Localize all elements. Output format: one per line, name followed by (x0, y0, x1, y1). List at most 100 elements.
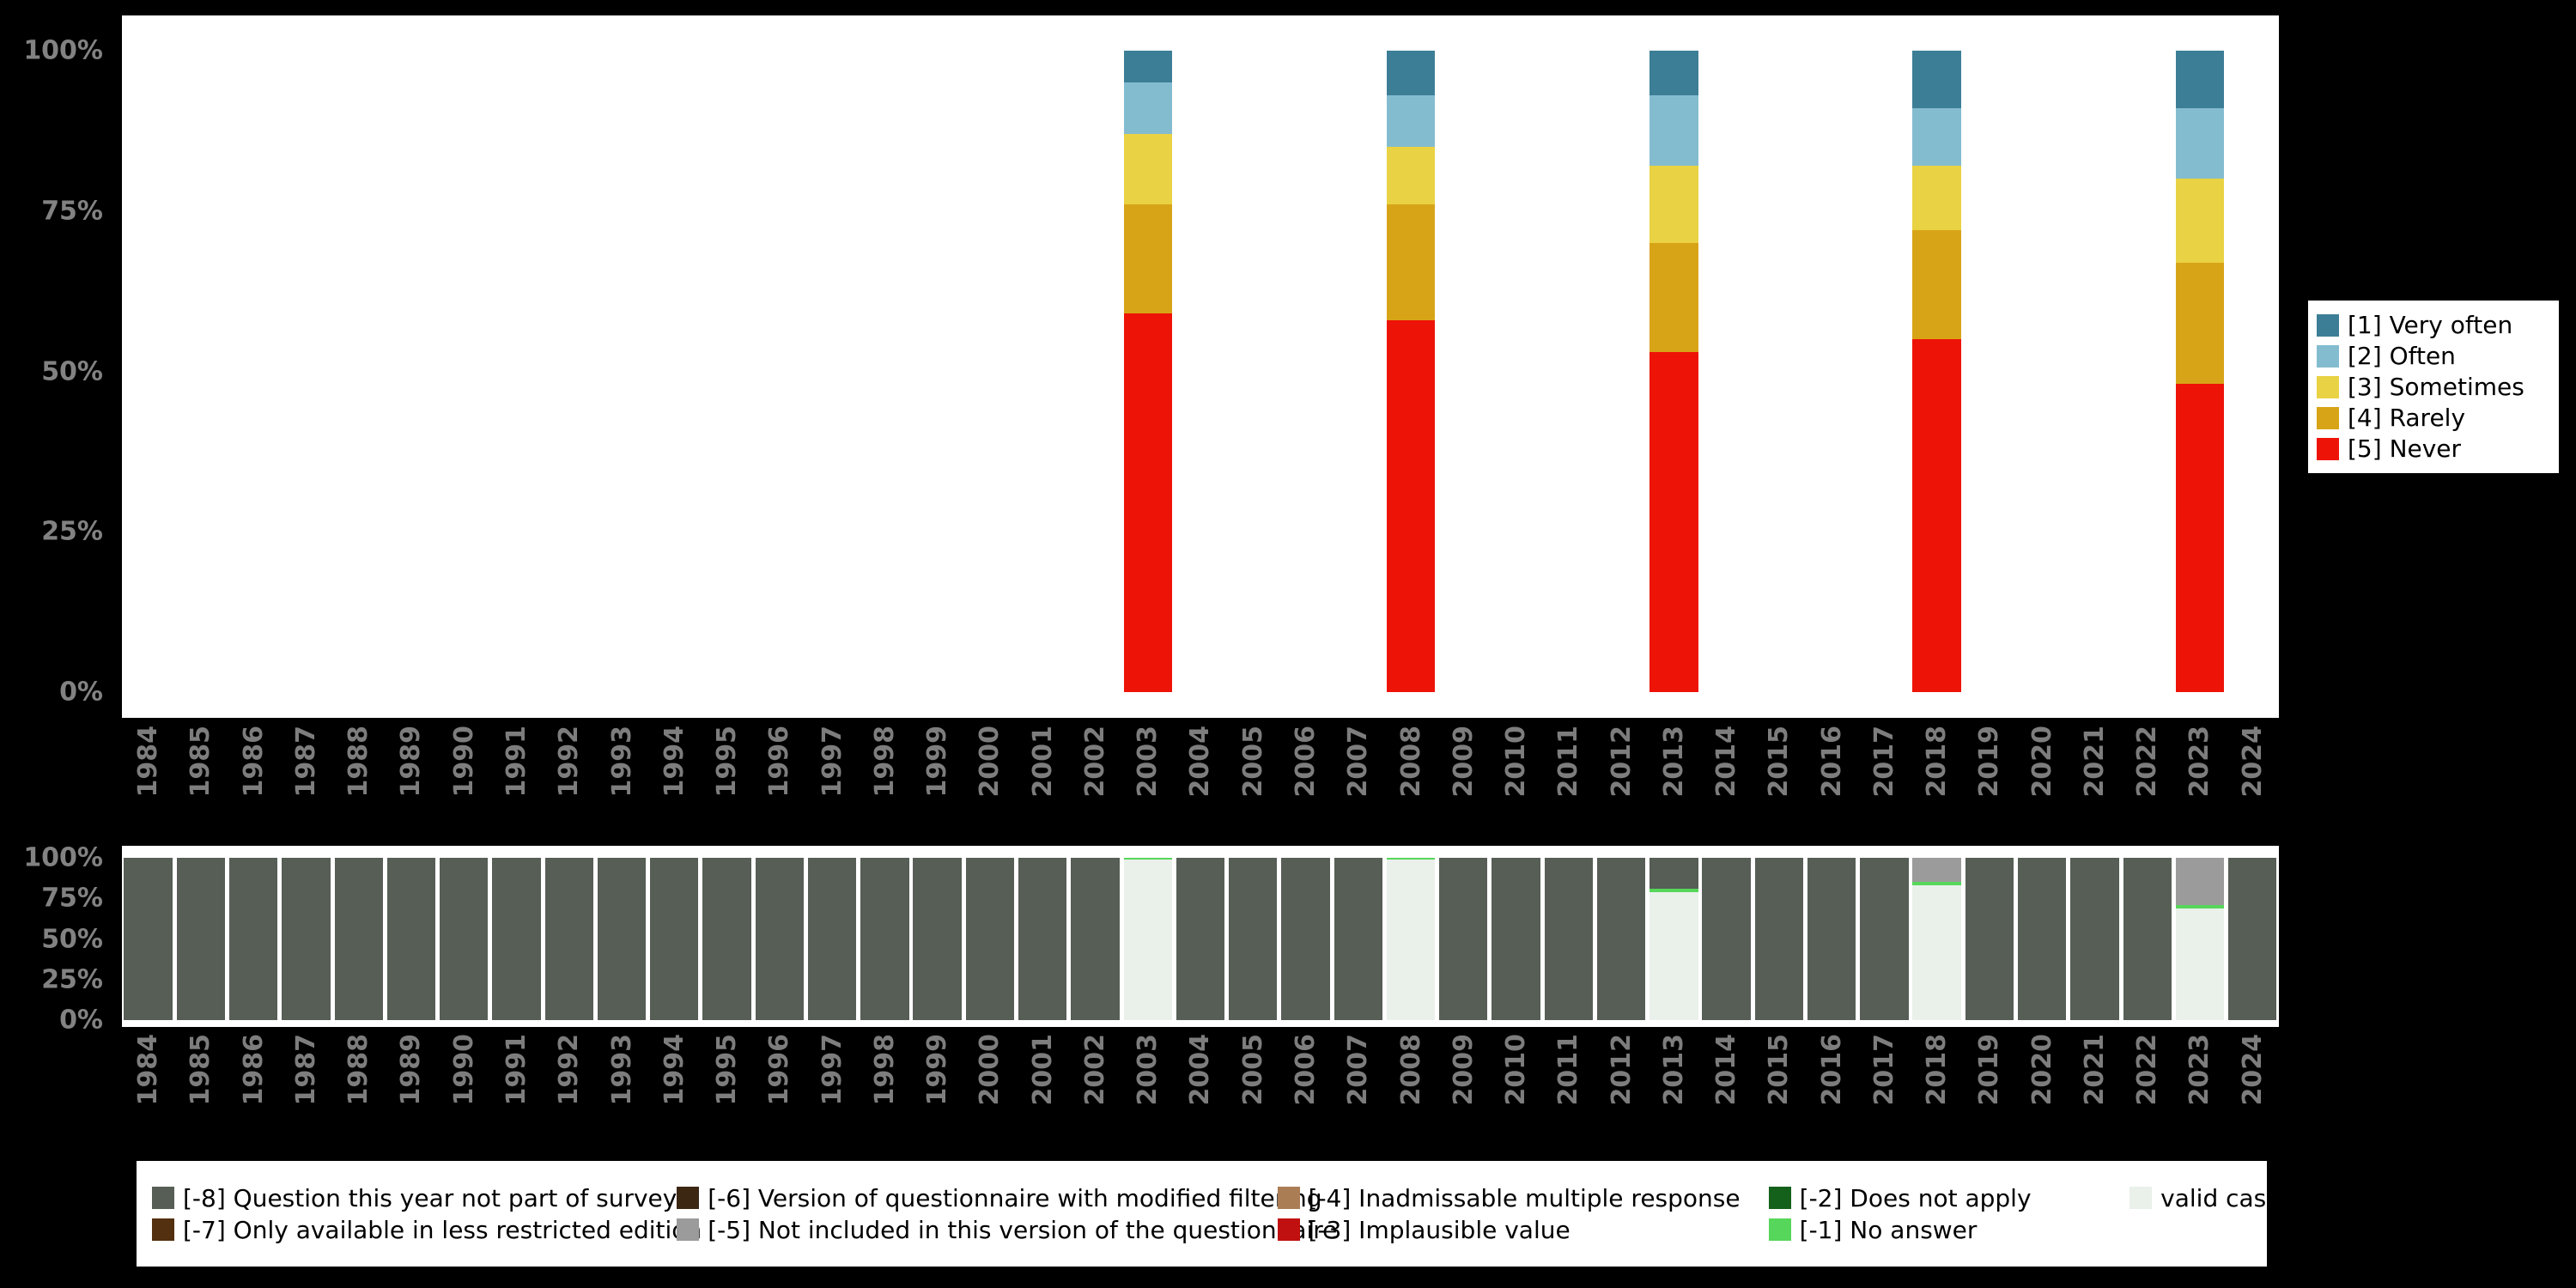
y-tick-label: 100% (23, 842, 103, 873)
stacked-bar-2023 (2175, 51, 2225, 692)
bar-segment (1912, 882, 1961, 886)
y-tick-label: 75% (41, 883, 103, 914)
missing-bar-2016 (1807, 858, 1856, 1020)
bar-slot (2016, 858, 2069, 1020)
missing-bar-1998 (860, 858, 909, 1020)
missing-bar-2013 (1649, 858, 1698, 1020)
x-tick: 2018 (1911, 726, 1963, 846)
bar-slot (490, 858, 543, 1020)
bar-segment (1018, 858, 1067, 1020)
bar-segment (807, 858, 857, 1020)
x-tick: 2011 (1542, 1034, 1595, 1154)
x-tick-label: 2004 (1185, 726, 1216, 798)
bar-slot (122, 858, 174, 1020)
x-tick: 1992 (543, 1034, 595, 1154)
missing-bar-1990 (440, 858, 489, 1020)
bar-segment (176, 858, 226, 1020)
x-tick-label: 1993 (606, 726, 637, 798)
missing-chart-plot-area (122, 846, 2279, 1027)
legend-item: [-3] Implausible value (1277, 1216, 1769, 1244)
x-tick-label: 2016 (1816, 1034, 1847, 1106)
x-tick: 2007 (1332, 726, 1384, 846)
x-tick-label: 2022 (2132, 1034, 2163, 1106)
missing-bar-2019 (1965, 858, 2014, 1020)
x-tick: 1996 (753, 1034, 805, 1154)
x-tick-label: 1995 (712, 1034, 743, 1106)
x-tick-label: 2012 (1606, 726, 1637, 798)
x-tick-label: 2023 (2184, 726, 2215, 798)
legend-label: [-4] Inadmissable multiple response (1308, 1183, 1741, 1212)
x-tick: 1998 (859, 1034, 911, 1154)
bar-slot (2121, 51, 2173, 692)
bar-segment (282, 858, 331, 1020)
missing-bar-2022 (2123, 858, 2172, 1020)
x-tick-label: 2013 (1658, 726, 1689, 798)
bar-segment (1649, 51, 1698, 96)
bar-segment (2175, 51, 2225, 109)
x-tick: 1994 (648, 1034, 701, 1154)
x-tick-label: 2018 (1922, 726, 1953, 798)
bar-segment (1123, 859, 1172, 1020)
bar-segment (702, 858, 751, 1020)
legend-label: [-7] Only available in less restricted e… (183, 1215, 702, 1244)
bar-slot (1806, 858, 1858, 1020)
x-tick-label: 2010 (1501, 1034, 1532, 1106)
x-tick: 1985 (174, 726, 227, 846)
legend-label: [1] Very often (2348, 311, 2513, 339)
bar-slot (701, 858, 753, 1020)
legend-item: [5] Never (2317, 434, 2550, 463)
missing-bar-2015 (1754, 858, 1804, 1020)
bar-segment (334, 858, 383, 1020)
missing-bar-1986 (228, 858, 278, 1020)
bar-slot (859, 858, 911, 1020)
x-tick: 1988 (332, 726, 385, 846)
missing-bar-2018 (1912, 858, 1961, 1020)
missing-bar-2011 (1544, 858, 1593, 1020)
missing-bar-1984 (124, 858, 173, 1020)
x-tick-label: 2003 (1133, 726, 1163, 798)
x-tick: 2006 (1279, 1034, 1332, 1154)
bar-slot (2069, 51, 2121, 692)
bar-segment (1649, 166, 1698, 244)
x-tick-label: 1990 (448, 726, 479, 798)
x-tick-label: 1987 (290, 1034, 321, 1106)
bar-slot (2227, 51, 2279, 692)
bar-slot (859, 51, 911, 692)
bar-segment (1123, 134, 1172, 205)
bar-slot (490, 51, 543, 692)
bar-slot (1227, 51, 1279, 692)
x-tick: 2000 (963, 726, 1016, 846)
missing-bar-1992 (544, 858, 593, 1020)
missing-bar-2001 (1018, 858, 1067, 1020)
x-tick: 2018 (1911, 1034, 1963, 1154)
x-tick-label: 1988 (343, 726, 374, 798)
missing-bar-2007 (1334, 858, 1382, 1020)
bar-slot (1121, 858, 1174, 1020)
x-tick-label: 2009 (1448, 1034, 1479, 1106)
bar-segment (228, 858, 278, 1020)
x-tick-label: 2013 (1658, 1034, 1689, 1106)
x-tick: 1989 (385, 726, 437, 846)
x-tick-label: 2015 (1764, 726, 1795, 798)
missing-bar-2020 (2018, 858, 2067, 1020)
missing-bar-1994 (650, 858, 699, 1020)
legend-item: [-1] No answer (1768, 1216, 2130, 1244)
x-tick: 1991 (490, 1034, 543, 1154)
x-tick-label: 1994 (659, 1034, 690, 1106)
x-tick: 2019 (1963, 726, 2015, 846)
x-tick-label: 2001 (1027, 1034, 1058, 1106)
x-tick-label: 2018 (1922, 1034, 1953, 1106)
x-tick: 2013 (1648, 1034, 1700, 1154)
x-tick: 2002 (1069, 1034, 1121, 1154)
bar-slot (1648, 51, 1700, 692)
x-tick-label: 1984 (133, 726, 164, 798)
bar-segment (860, 858, 909, 1020)
bar-slot (385, 858, 437, 1020)
x-tick-label: 2016 (1816, 726, 1847, 798)
bar-slot (1963, 51, 2015, 692)
bar-slot (1069, 858, 1121, 1020)
missing-bar-2021 (2070, 858, 2119, 1020)
missing-bar-2006 (1281, 858, 1330, 1020)
x-tick-label: 2024 (2237, 726, 2268, 798)
missing-chart-y-axis: 100% 75% 50% 25% 0% (0, 843, 110, 1036)
